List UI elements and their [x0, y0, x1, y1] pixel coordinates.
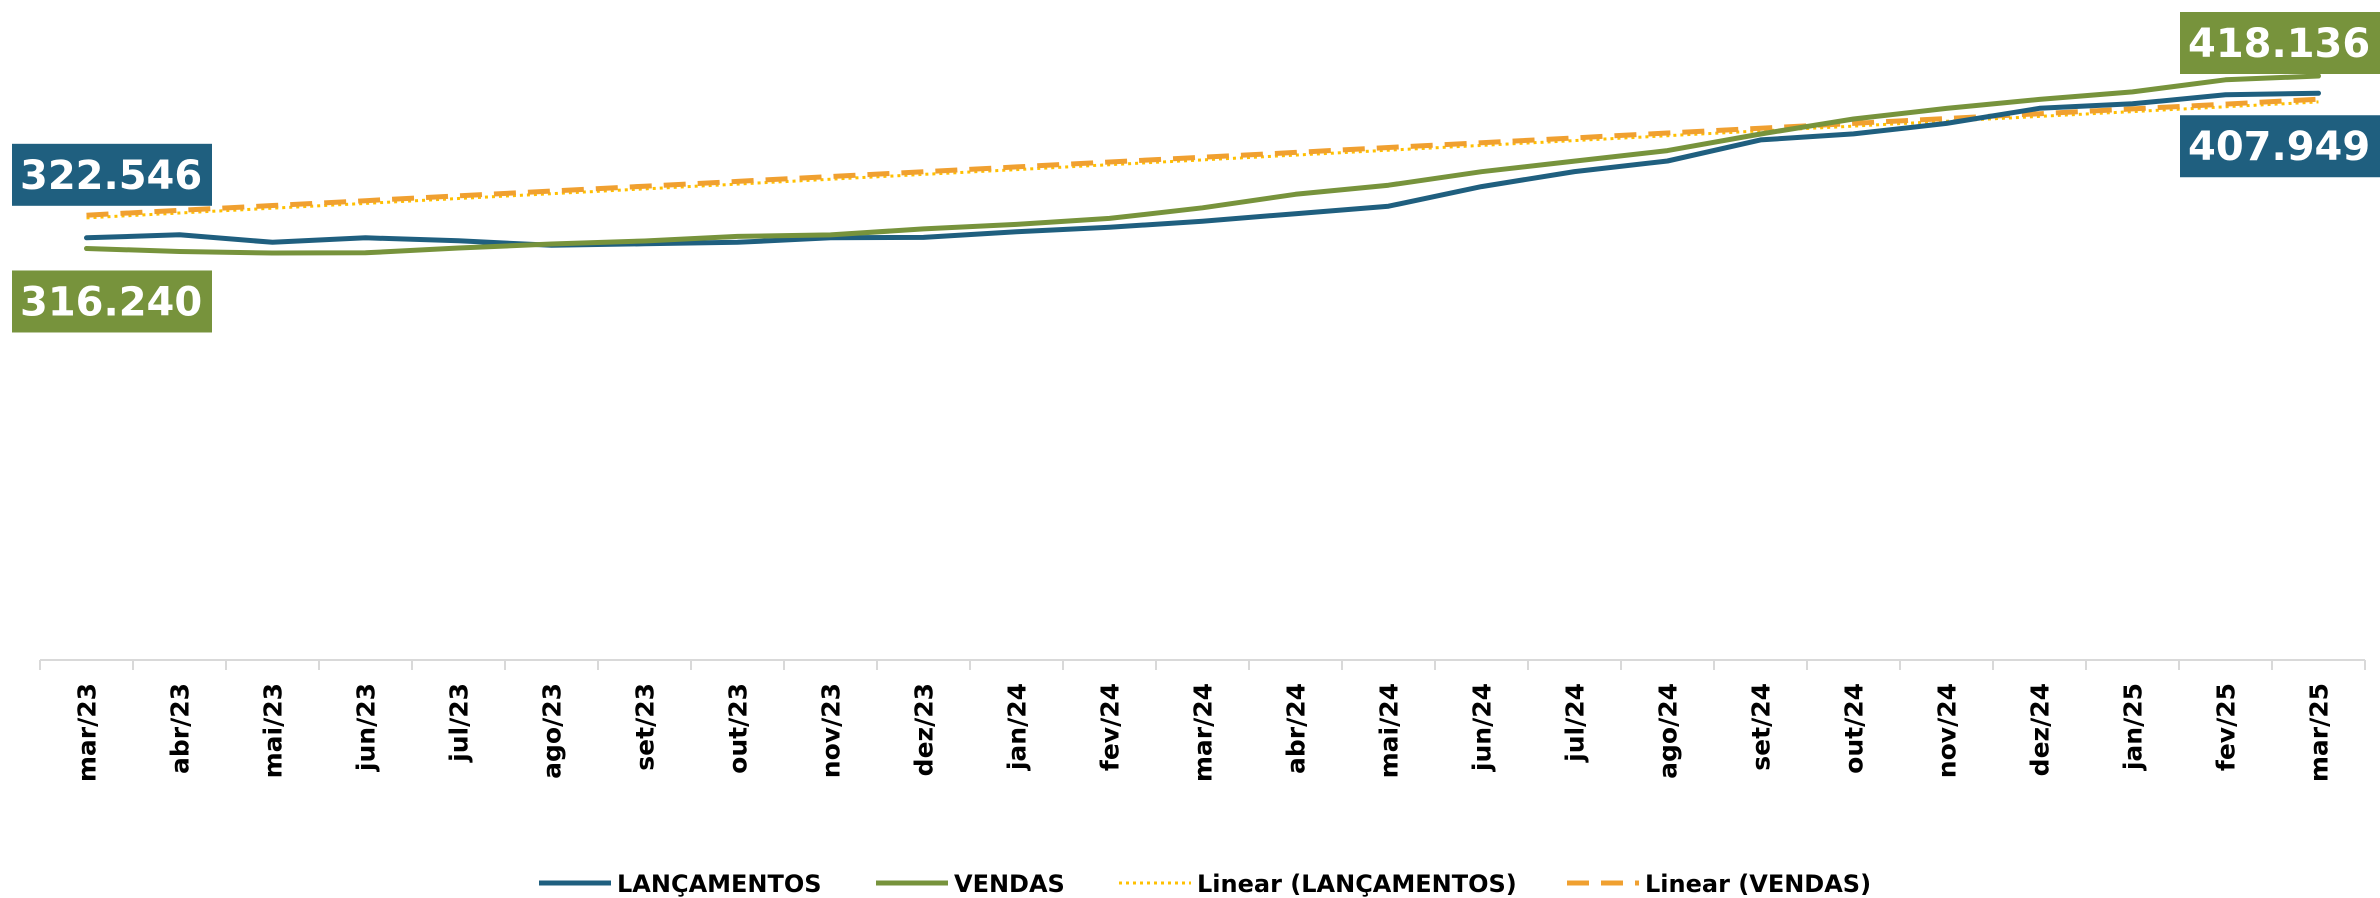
- x-tick-label: out/24: [1840, 683, 1869, 774]
- x-tick-label: jul/24: [1561, 683, 1590, 763]
- data-label: 316.240: [20, 279, 202, 325]
- data-label: 418.136: [2188, 21, 2370, 67]
- x-tick-label: fev/24: [1096, 683, 1125, 771]
- x-tick-label: nov/23: [817, 683, 846, 778]
- series-line: [84, 90, 2321, 248]
- x-tick-label: mai/23: [259, 683, 288, 778]
- data-label: 407.949: [2188, 124, 2370, 170]
- legend-label: VENDAS: [954, 870, 1065, 898]
- x-tick-label: set/23: [631, 683, 660, 771]
- x-tick-label: jun/23: [352, 683, 381, 772]
- x-tick-label: mar/24: [1189, 683, 1218, 782]
- data-label-box: [12, 270, 212, 333]
- x-tick-label: nov/24: [1933, 683, 1962, 778]
- x-tick-label: mai/24: [1375, 683, 1404, 778]
- legend-label: Linear (VENDAS): [1645, 870, 1871, 898]
- x-tick-label: dez/23: [910, 683, 939, 776]
- x-tick-label: dez/24: [2026, 683, 2055, 776]
- x-tick-label: ago/23: [538, 683, 567, 779]
- legend-label: LANÇAMENTOS: [617, 870, 822, 898]
- data-label-box: [12, 143, 212, 206]
- data-label-box: [2180, 12, 2380, 74]
- x-tick-label: mar/23: [73, 683, 102, 782]
- x-tick-label: jan/25: [2119, 683, 2148, 771]
- x-tick-label: fev/25: [2212, 683, 2241, 771]
- x-tick-label: jul/23: [445, 683, 474, 763]
- x-tick-label: ago/24: [1654, 683, 1683, 779]
- x-tick-label: jun/24: [1468, 683, 1497, 772]
- x-tick-label: jan/24: [1003, 683, 1032, 771]
- x-tick-label: abr/23: [166, 683, 195, 774]
- x-tick-label: out/23: [724, 683, 753, 774]
- x-tick-label: abr/24: [1282, 683, 1311, 774]
- data-label-box: [2180, 115, 2380, 178]
- x-tick-label: set/24: [1747, 683, 1776, 771]
- data-label: 322.546: [20, 153, 202, 199]
- legend-label: Linear (LANÇAMENTOS): [1197, 870, 1517, 898]
- x-tick-label: mar/25: [2305, 683, 2334, 782]
- series-line: [84, 73, 2321, 256]
